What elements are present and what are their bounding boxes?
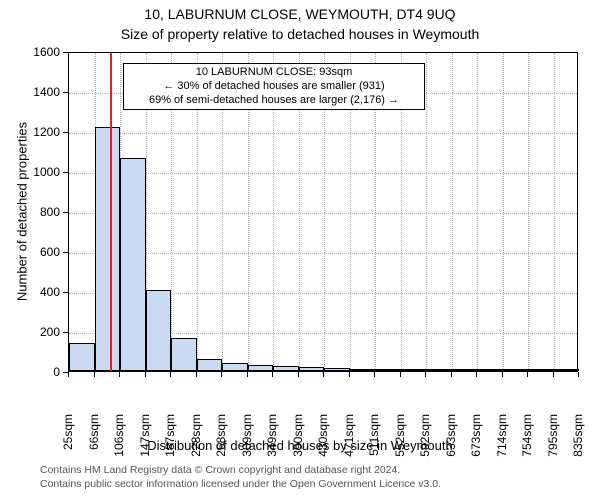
x-tick-mark <box>476 372 477 377</box>
x-tick-label: 268sqm <box>214 414 228 469</box>
histogram-bar <box>95 127 121 371</box>
y-tick-mark <box>63 252 68 253</box>
annotation-box: 10 LABURNUM CLOSE: 93sqm← 30% of detache… <box>123 63 425 110</box>
histogram-bar <box>171 338 197 371</box>
y-tick-label: 800 <box>20 205 60 219</box>
histogram-bar <box>222 363 248 371</box>
histogram-bar <box>69 343 95 371</box>
x-tick-mark <box>196 372 197 377</box>
y-tick-label: 200 <box>20 325 60 339</box>
y-tick-mark <box>63 132 68 133</box>
x-tick-mark <box>298 372 299 377</box>
x-tick-label: 25sqm <box>61 414 75 469</box>
grid-line-vertical <box>452 53 453 371</box>
plot-area: 10 LABURNUM CLOSE: 93sqm← 30% of detache… <box>68 52 578 372</box>
y-tick-label: 1000 <box>20 165 60 179</box>
x-tick-label: 633sqm <box>444 414 458 469</box>
y-tick-mark <box>63 212 68 213</box>
grid-line-vertical <box>554 53 555 371</box>
y-tick-label: 1600 <box>20 45 60 59</box>
annotation-line: 69% of semi-detached houses are larger (… <box>128 94 420 108</box>
x-tick-mark <box>247 372 248 377</box>
chart-title: 10, LABURNUM CLOSE, WEYMOUTH, DT4 9UQ <box>0 6 600 22</box>
x-tick-label: 430sqm <box>316 414 330 469</box>
x-tick-label: 349sqm <box>265 414 279 469</box>
x-tick-label: 390sqm <box>291 414 305 469</box>
grid-line-vertical <box>528 53 529 371</box>
y-tick-mark <box>63 332 68 333</box>
annotation-line: ← 30% of detached houses are smaller (93… <box>128 80 420 94</box>
histogram-bar <box>426 369 452 371</box>
grid-line-vertical <box>426 53 427 371</box>
x-tick-label: 309sqm <box>240 414 254 469</box>
y-tick-label: 1400 <box>20 85 60 99</box>
histogram-bar <box>401 369 427 371</box>
annotation-line: 10 LABURNUM CLOSE: 93sqm <box>128 66 420 80</box>
histogram-bar <box>324 368 350 371</box>
x-tick-label: 714sqm <box>495 414 509 469</box>
chart-subtitle: Size of property relative to detached ho… <box>0 26 600 42</box>
footer-line: Contains public sector information licen… <box>40 478 441 492</box>
x-tick-label: 66sqm <box>87 414 101 469</box>
x-tick-mark <box>119 372 120 377</box>
x-tick-mark <box>400 372 401 377</box>
x-tick-mark <box>527 372 528 377</box>
y-tick-label: 1200 <box>20 125 60 139</box>
y-tick-label: 0 <box>20 365 60 379</box>
x-tick-mark <box>145 372 146 377</box>
x-tick-mark <box>272 372 273 377</box>
histogram-bar <box>197 359 223 371</box>
x-tick-mark <box>502 372 503 377</box>
x-tick-mark <box>578 372 579 377</box>
x-tick-label: 106sqm <box>112 414 126 469</box>
x-tick-label: 511sqm <box>367 414 381 469</box>
x-tick-label: 835sqm <box>571 414 585 469</box>
histogram-bar <box>350 369 376 371</box>
histogram-bar <box>503 369 529 371</box>
histogram-bar <box>528 369 554 371</box>
histogram-bar <box>477 369 503 371</box>
x-tick-mark <box>425 372 426 377</box>
x-tick-mark <box>349 372 350 377</box>
y-tick-mark <box>63 92 68 93</box>
x-tick-mark <box>94 372 95 377</box>
chart-container: { "chart": { "type": "histogram", "title… <box>0 0 600 500</box>
histogram-bar <box>248 365 274 371</box>
histogram-bar <box>452 369 478 371</box>
histogram-bar <box>146 290 172 371</box>
histogram-bar <box>554 369 580 371</box>
x-tick-mark <box>170 372 171 377</box>
x-tick-mark <box>323 372 324 377</box>
y-tick-mark <box>63 52 68 53</box>
x-tick-mark <box>553 372 554 377</box>
x-tick-label: 228sqm <box>189 414 203 469</box>
y-tick-label: 400 <box>20 285 60 299</box>
x-tick-label: 592sqm <box>418 414 432 469</box>
grid-line-vertical <box>503 53 504 371</box>
histogram-bar <box>120 158 146 371</box>
x-tick-label: 795sqm <box>546 414 560 469</box>
x-tick-label: 187sqm <box>163 414 177 469</box>
y-tick-mark <box>63 172 68 173</box>
x-tick-label: 147sqm <box>138 414 152 469</box>
x-tick-label: 552sqm <box>393 414 407 469</box>
reference-line <box>110 53 112 371</box>
x-tick-label: 471sqm <box>342 414 356 469</box>
x-tick-mark <box>451 372 452 377</box>
x-tick-label: 754sqm <box>520 414 534 469</box>
x-tick-mark <box>374 372 375 377</box>
x-tick-mark <box>68 372 69 377</box>
histogram-bar <box>299 367 325 371</box>
y-tick-mark <box>63 292 68 293</box>
y-tick-label: 600 <box>20 245 60 259</box>
histogram-bar <box>273 366 299 371</box>
x-tick-label: 673sqm <box>469 414 483 469</box>
x-tick-mark <box>221 372 222 377</box>
grid-line-vertical <box>477 53 478 371</box>
histogram-bar <box>375 369 401 371</box>
